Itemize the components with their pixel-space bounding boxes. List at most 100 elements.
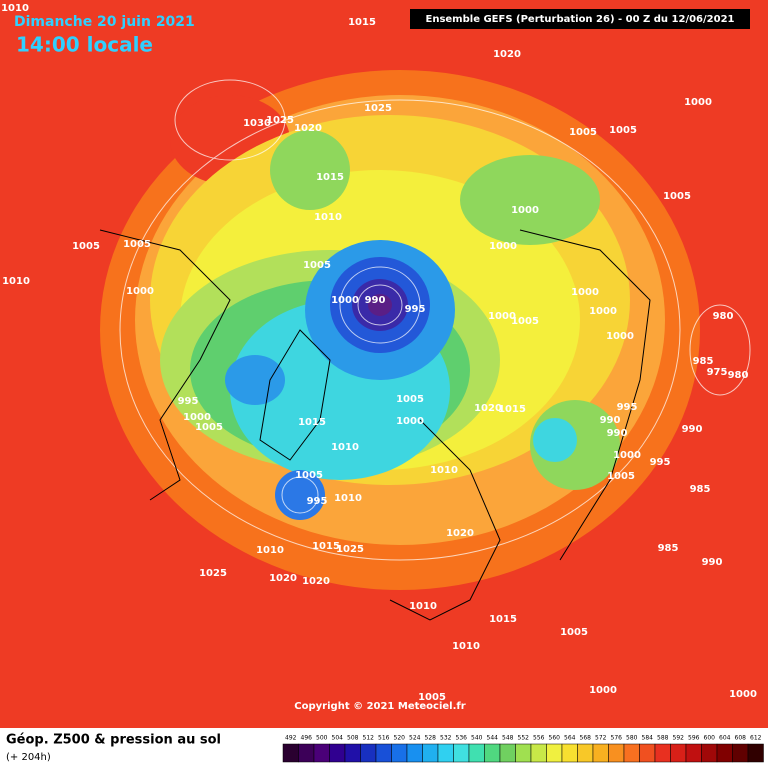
- isobar-label: 1000: [571, 287, 599, 298]
- isobar-label: 995: [617, 402, 638, 413]
- scale-label: 608: [735, 735, 747, 742]
- scale-label: 508: [347, 735, 359, 742]
- scale-swatch: [391, 743, 408, 763]
- legend-subtitle: (+ 204h): [6, 752, 51, 763]
- scale-label: 572: [595, 735, 607, 742]
- scale-label: 560: [549, 735, 561, 742]
- isobar-label: 1005: [609, 125, 637, 136]
- isobar-label: 1020: [446, 528, 474, 539]
- isobar-label: 1005: [303, 260, 331, 271]
- scale-swatch: [654, 743, 671, 763]
- isobar-label: 985: [658, 543, 679, 554]
- isobar-label: 990: [702, 557, 723, 568]
- isobar-label: 1005: [663, 191, 691, 202]
- isobar-label: 1005: [195, 422, 223, 433]
- isobar-label: 1015: [312, 541, 340, 552]
- isobar-label: 1000: [126, 286, 154, 297]
- scale-swatch: [344, 743, 361, 763]
- scale-swatch: [530, 743, 547, 763]
- isobar-label: 1000: [331, 295, 359, 306]
- geopotential-field: [100, 70, 700, 590]
- isobar-label: 990: [600, 415, 621, 426]
- scale-swatch: [623, 743, 640, 763]
- scale-swatch: [685, 743, 702, 763]
- scale-label: 528: [425, 735, 437, 742]
- scale-label: 612: [750, 735, 762, 742]
- scale-label: 532: [440, 735, 452, 742]
- isobars: [119, 79, 751, 561]
- isobar-label: 1005: [511, 316, 539, 327]
- scale-swatch: [453, 743, 470, 763]
- coastlines: [99, 229, 651, 621]
- isobar-label: 980: [713, 311, 734, 322]
- scale-label: 564: [564, 735, 576, 742]
- isobar-label: 1000: [183, 412, 211, 423]
- scale-swatch: [608, 743, 625, 763]
- scale-label: 576: [611, 735, 623, 742]
- isobar-label: 1000: [488, 311, 516, 322]
- scale-swatch: [732, 743, 749, 763]
- isobar-label: 1000: [606, 331, 634, 342]
- scale-swatch: [561, 743, 578, 763]
- isobar-label: 990: [682, 424, 703, 435]
- isobar-label: 1000: [489, 241, 517, 252]
- scale-label: 604: [719, 735, 731, 742]
- scale-swatch: [546, 743, 563, 763]
- scale-swatch: [375, 743, 392, 763]
- scale-swatch: [406, 743, 423, 763]
- isobar-label: 1030: [243, 118, 271, 129]
- scale-swatch: [282, 743, 299, 763]
- isobar-label: 1010: [331, 442, 359, 453]
- model-info: Ensemble GEFS (Perturbation 26) - 00 Z d…: [426, 14, 735, 25]
- isobar-label: 1015: [298, 417, 326, 428]
- scale-label: 580: [626, 735, 638, 742]
- isobar-label: 1005: [123, 239, 151, 250]
- scale-label: 592: [673, 735, 685, 742]
- date: Dimanche 20 juin 2021: [14, 14, 195, 30]
- scale-swatch: [701, 743, 718, 763]
- scale-swatch: [716, 743, 733, 763]
- isobar-label: 1010: [2, 276, 30, 287]
- isobar-label: 1010: [314, 212, 342, 223]
- scale-label: 568: [580, 735, 592, 742]
- isobar-label: 1010: [256, 545, 284, 556]
- scale-label: 548: [502, 735, 514, 742]
- scale-label: 512: [363, 735, 375, 742]
- isobar-label: 1005: [72, 241, 100, 252]
- isobar-label: 990: [365, 295, 386, 306]
- isobar-label: 1025: [364, 103, 392, 114]
- scale-swatch: [499, 743, 516, 763]
- isobar-label: 1010: [430, 465, 458, 476]
- color-scale: 492 496 500 504 508 512 516 520 524 528 532 536 540 5…: [282, 735, 764, 763]
- isobar-label: 1025: [199, 568, 227, 579]
- isobar-label: 1025: [336, 544, 364, 555]
- scale-swatch: [437, 743, 454, 763]
- isobar-label: 1020: [474, 403, 502, 414]
- scale-label: 524: [409, 735, 421, 742]
- isobar-label: 1005: [418, 692, 446, 703]
- isobar-label: 985: [690, 484, 711, 495]
- scale-label: 584: [642, 735, 654, 742]
- isobar-label: 1000: [684, 97, 712, 108]
- isobar-label: 995: [405, 304, 426, 315]
- isobar-label: 1015: [498, 404, 526, 415]
- scale-swatch: [422, 743, 439, 763]
- isobar-label: 1020: [269, 573, 297, 584]
- scale-swatch: [329, 743, 346, 763]
- isobar-label: 1015: [316, 172, 344, 183]
- scale-swatch: [747, 743, 764, 763]
- scale-swatch: [313, 743, 330, 763]
- legend-title: Géop. Z500 & pression au sol: [6, 733, 221, 748]
- isobar-label: 985: [693, 356, 714, 367]
- scale-label: 504: [332, 735, 344, 742]
- isobar-label: 1020: [294, 123, 322, 134]
- scale-label: 556: [533, 735, 545, 742]
- isobar-label: 1000: [729, 689, 757, 700]
- isobar-label: 1005: [607, 471, 635, 482]
- isobar-label: 1005: [295, 470, 323, 481]
- scale-swatch: [360, 743, 377, 763]
- scale-swatch: [484, 743, 501, 763]
- scale-label: 540: [471, 735, 483, 742]
